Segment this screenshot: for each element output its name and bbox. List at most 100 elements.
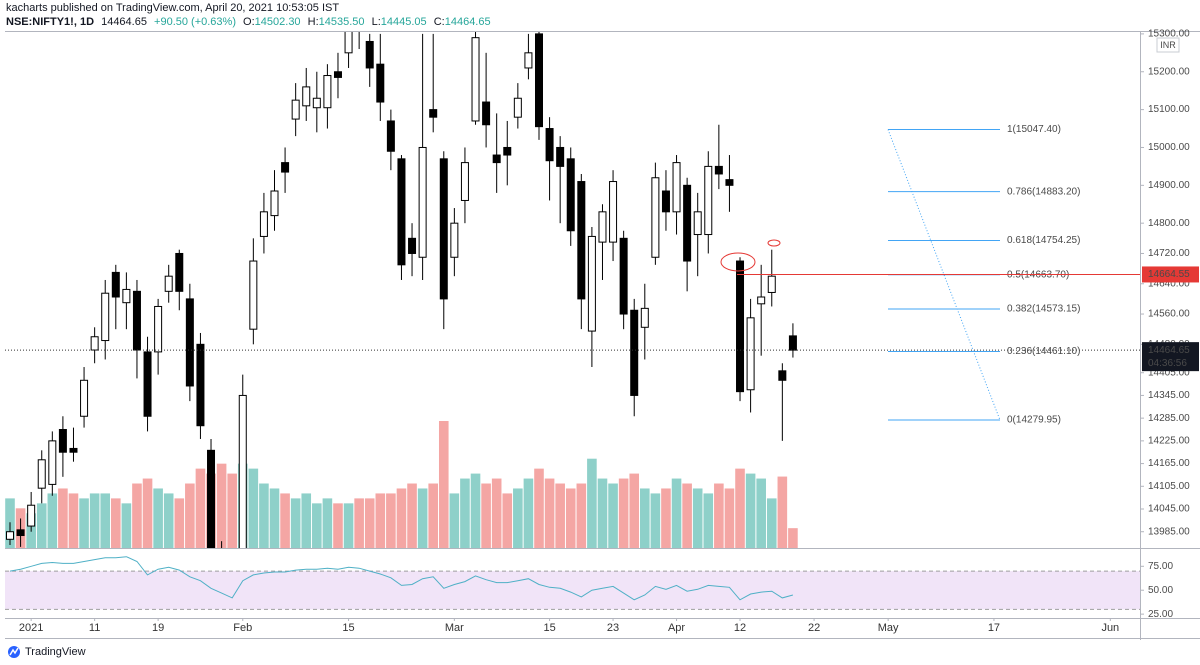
candle-body — [482, 101, 491, 126]
ohlc-value: 14445.05 — [381, 16, 427, 28]
candle-body — [450, 222, 459, 258]
volume-bar — [502, 493, 513, 548]
x-tick-label: 23 — [607, 622, 619, 634]
volume-bar — [364, 498, 375, 548]
symbol-line: NSE:NIFTY1!, 1D 14464.65 +90.50 (+0.63%)… — [6, 16, 491, 28]
volume-bar — [714, 483, 724, 548]
volume-bar — [428, 483, 438, 548]
volume-bar — [227, 473, 237, 548]
volume-bar — [555, 483, 565, 548]
candle-body — [48, 440, 57, 485]
volume-bar — [661, 488, 671, 548]
y-tick-label: 15000.00 — [1148, 142, 1190, 153]
candle-body — [196, 343, 205, 427]
volume-bar — [682, 483, 692, 548]
rsi-line — [9, 556, 794, 601]
candle-body — [238, 394, 247, 548]
volume-bar — [375, 493, 386, 548]
y-tick-label: 14900.00 — [1148, 180, 1190, 191]
candle-body — [259, 211, 268, 237]
volume-bar — [618, 478, 629, 548]
candle-body — [69, 447, 78, 453]
candle-body — [778, 370, 787, 381]
candle-body — [725, 179, 734, 186]
volume-bar — [386, 493, 396, 548]
volume-bar — [766, 498, 777, 548]
candle-body — [524, 52, 533, 69]
volume-bar — [756, 478, 766, 548]
x-tick-label: 15 — [342, 622, 354, 634]
volume-bar — [777, 476, 788, 548]
candle-body — [386, 120, 395, 152]
candle-body — [746, 317, 755, 391]
rsi-tick-label: 25.00 — [1148, 609, 1173, 620]
volume-bar — [312, 503, 322, 548]
fib-label: 0.382(14573.15) — [1007, 304, 1080, 315]
candle-body — [651, 177, 660, 258]
volume-bar — [301, 493, 312, 548]
candle-body — [736, 260, 745, 393]
volume-bar — [671, 478, 682, 548]
volume-bar — [280, 493, 290, 548]
candle-body — [90, 336, 99, 351]
candle-body — [132, 290, 141, 351]
candle-body — [598, 211, 607, 243]
candle-body — [175, 252, 184, 292]
volume-bar — [544, 478, 555, 548]
candle-body — [630, 309, 639, 396]
candle-body — [344, 32, 353, 54]
candle-body — [58, 429, 67, 453]
ohlc-label: C: — [434, 16, 445, 28]
fib-label: 0.236(14461.10) — [1007, 346, 1080, 357]
volume-bar — [269, 488, 280, 548]
y-tick-label: 14800.00 — [1148, 218, 1190, 229]
volume-bar — [788, 528, 798, 548]
candle-body — [460, 162, 469, 201]
x-tick-label: May — [878, 622, 899, 634]
publisher-line: kacharts published on TradingView.com, A… — [6, 2, 339, 14]
x-tick-label: 15 — [543, 622, 555, 634]
volume-bar — [491, 478, 502, 548]
volume-bar — [608, 483, 618, 548]
candle-body — [101, 292, 110, 342]
volume-bar — [153, 488, 163, 548]
candle-body — [704, 165, 713, 236]
candle-body — [429, 109, 438, 118]
price-pane — [5, 32, 798, 548]
y-tick-label: 14165.00 — [1148, 458, 1190, 469]
annotation-ellipse — [767, 239, 781, 247]
volume-bar — [449, 493, 460, 548]
x-tick-label: Apr — [668, 622, 685, 634]
volume-bar — [354, 498, 364, 548]
hline-label: 14664.55 — [1148, 269, 1190, 280]
volume-bar — [111, 498, 121, 548]
currency-box — [1156, 37, 1180, 53]
y-tick-label: 14045.00 — [1148, 504, 1190, 515]
ohlc-value: 14535.50 — [319, 16, 365, 28]
candle-body — [16, 529, 25, 537]
volume-bar — [576, 483, 587, 548]
volume-bar — [470, 473, 481, 548]
ohlc-label: O: — [243, 16, 255, 28]
x-tick-label: Feb — [233, 622, 252, 634]
ohlc-value: 14502.30 — [255, 16, 301, 28]
y-tick-label: 15200.00 — [1148, 66, 1190, 77]
volume-bar — [650, 493, 661, 548]
candle-body — [619, 237, 628, 315]
volume-bar — [417, 488, 428, 548]
volume-bar — [290, 498, 301, 548]
candle-body — [566, 158, 575, 232]
volume-bar — [322, 498, 333, 548]
volume-bar — [68, 493, 79, 548]
candle-body — [788, 335, 797, 351]
ohlc-label: L: — [372, 16, 381, 28]
candle-body — [439, 158, 448, 300]
last-price-badge — [1142, 342, 1199, 372]
volume-bar — [121, 503, 132, 548]
y-tick-label: 13985.00 — [1148, 526, 1190, 537]
volume-bar — [438, 421, 449, 548]
volume-bar — [481, 483, 491, 548]
brand: TradingView — [25, 646, 86, 658]
candle-body — [471, 37, 480, 122]
